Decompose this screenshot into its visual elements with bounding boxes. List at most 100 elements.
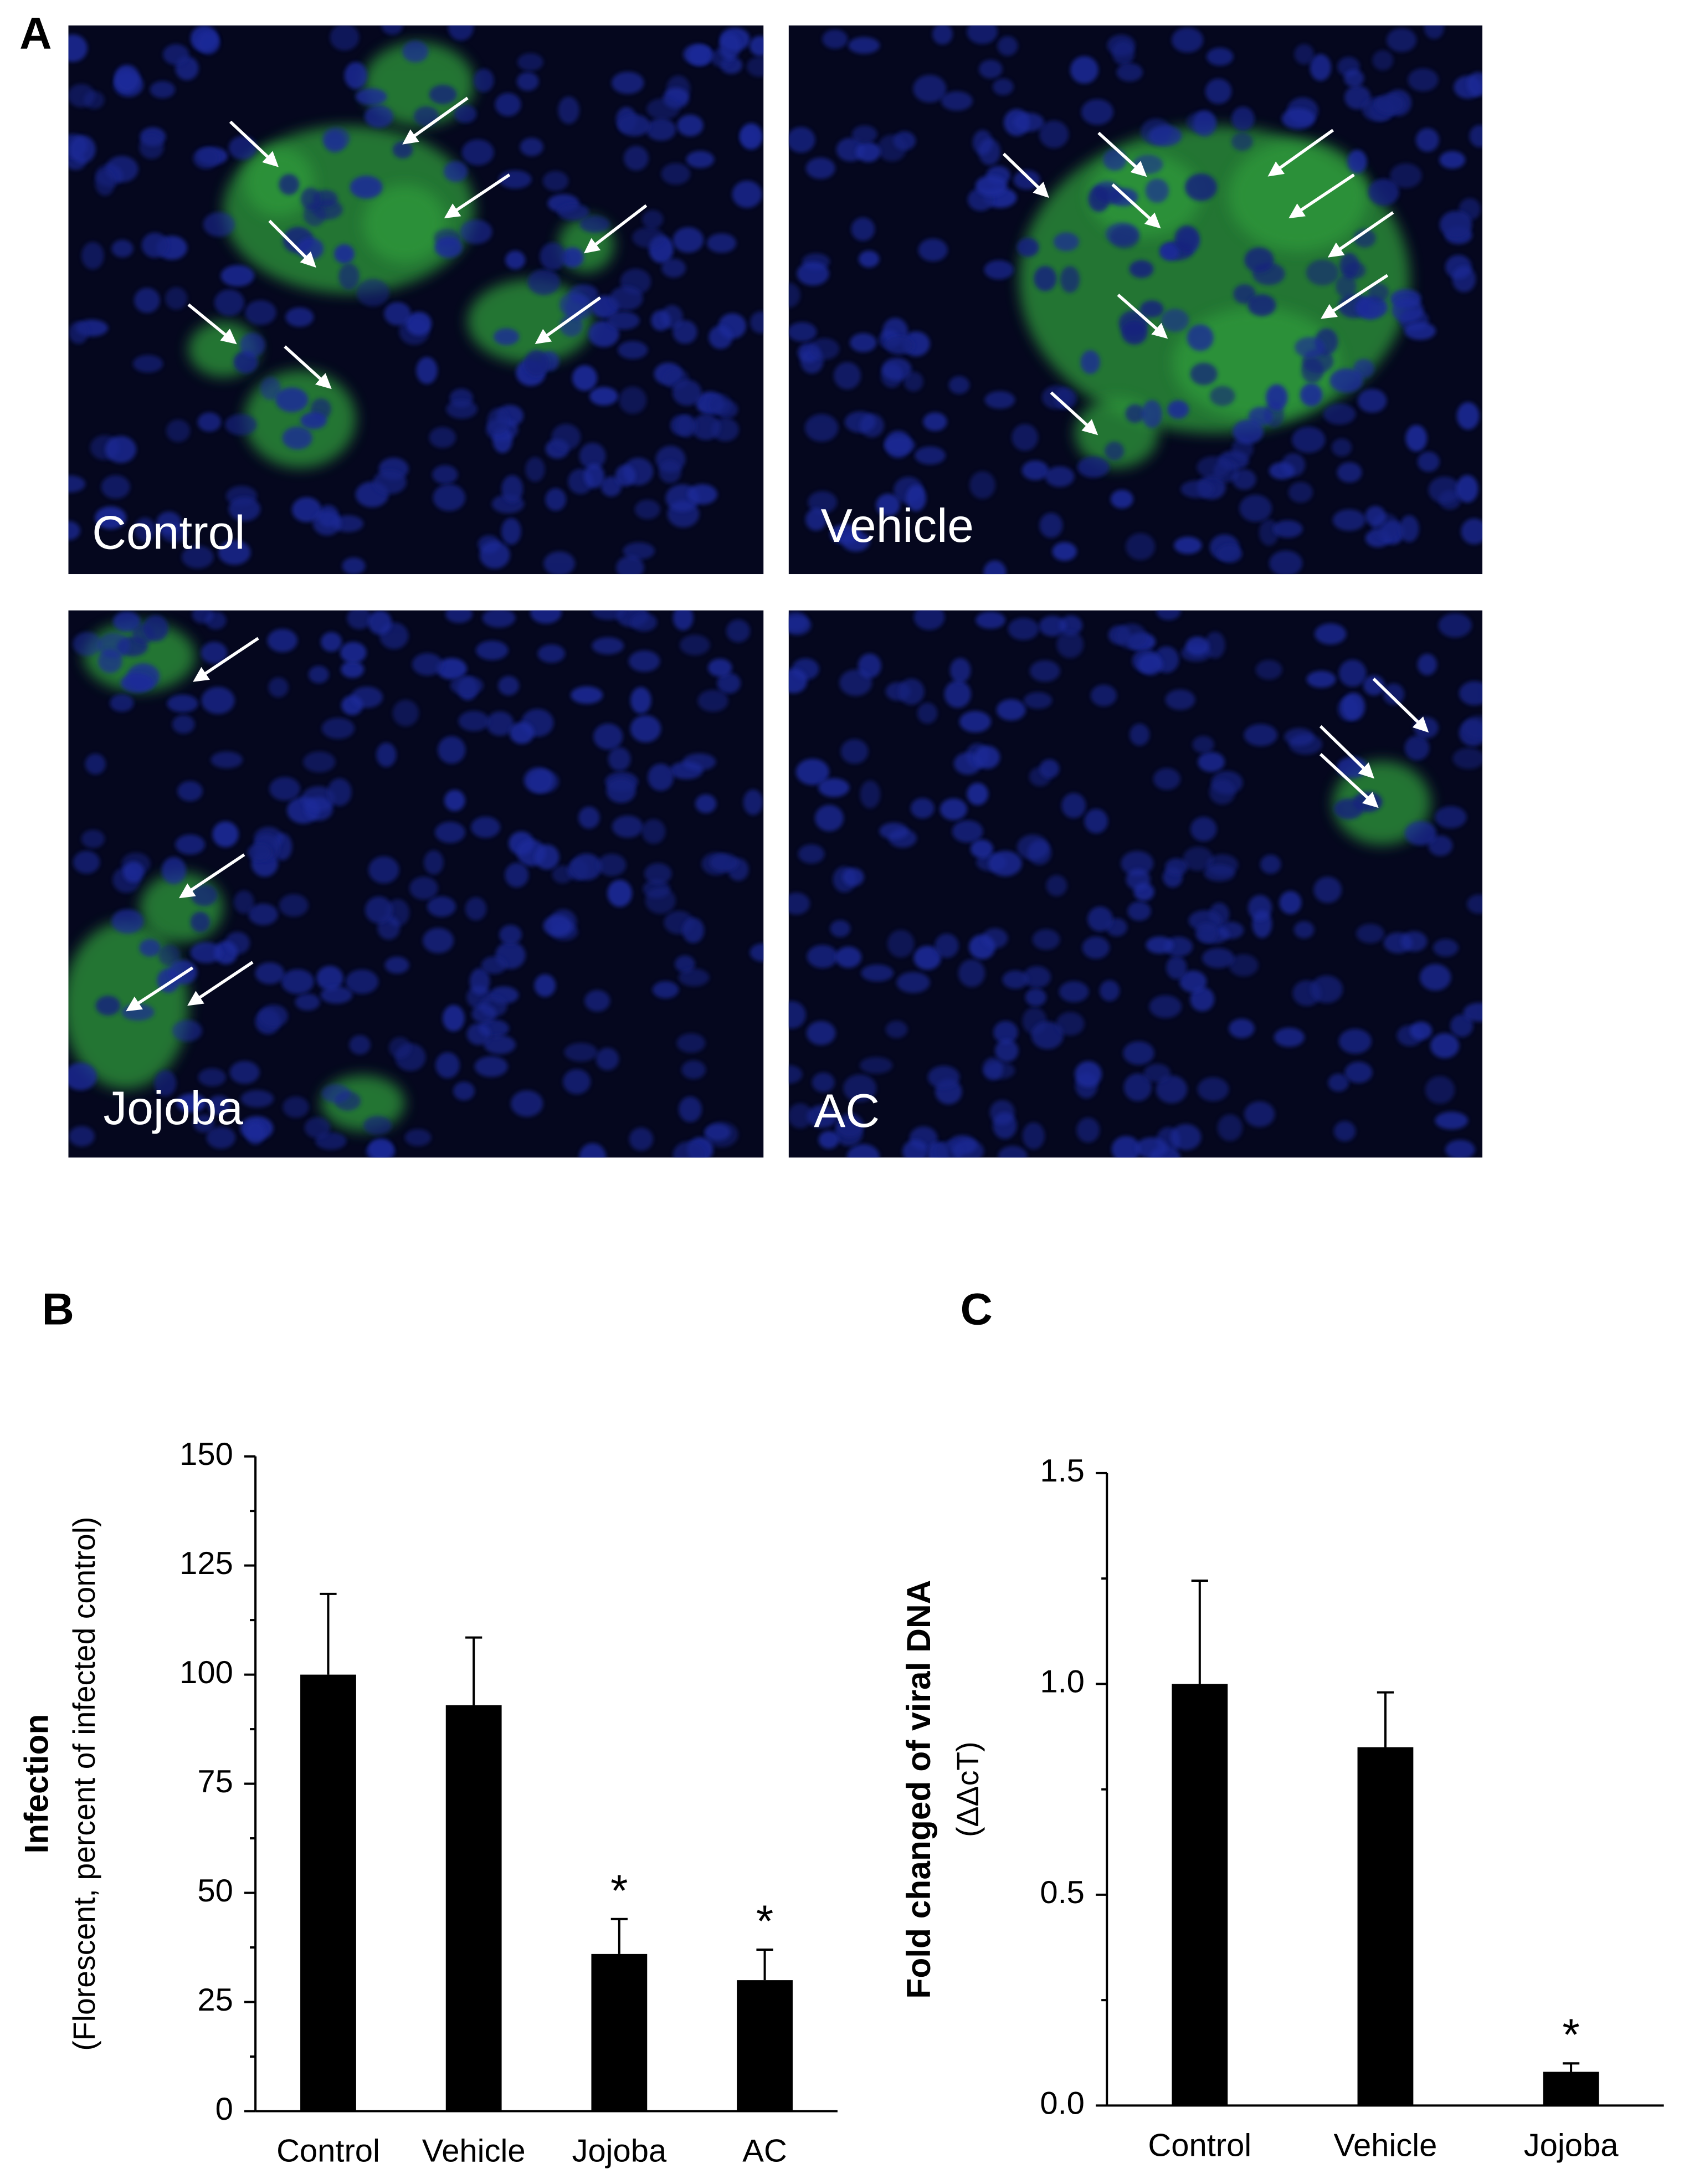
nucleus bbox=[68, 84, 95, 107]
nucleus bbox=[368, 610, 392, 635]
nucleus bbox=[495, 93, 521, 116]
nucleus bbox=[1017, 834, 1049, 860]
nucleus bbox=[1070, 56, 1098, 84]
nucleus bbox=[69, 1126, 95, 1147]
nucleus bbox=[1233, 419, 1264, 444]
nucleus bbox=[1185, 637, 1209, 656]
nucleus bbox=[139, 135, 164, 160]
nucleus bbox=[1195, 922, 1218, 944]
nucleus bbox=[969, 471, 995, 499]
nucleus bbox=[300, 187, 321, 210]
nucleus bbox=[1013, 112, 1044, 132]
nucleus bbox=[846, 1144, 880, 1158]
nucleus bbox=[1207, 48, 1234, 66]
nucleus bbox=[998, 1146, 1028, 1158]
nucleus bbox=[1174, 225, 1199, 252]
nucleus bbox=[268, 677, 289, 698]
nucleus bbox=[239, 332, 265, 357]
nucleus bbox=[342, 557, 366, 575]
nucleus bbox=[1132, 155, 1163, 175]
nucleus bbox=[214, 289, 245, 316]
nucleus bbox=[571, 686, 603, 704]
nucleus bbox=[1039, 616, 1066, 637]
nucleus bbox=[465, 897, 487, 921]
nucleus bbox=[697, 689, 728, 712]
nucleus bbox=[1052, 542, 1077, 561]
nucleus bbox=[906, 485, 926, 511]
nucleus bbox=[661, 305, 683, 329]
nucleus bbox=[691, 414, 721, 440]
nucleus bbox=[1405, 425, 1428, 452]
nucleus bbox=[1372, 50, 1394, 71]
nucleus bbox=[1439, 211, 1472, 239]
y-tick-label: 75 bbox=[197, 1764, 233, 1800]
nucleus bbox=[788, 668, 808, 694]
y-tick-label: 150 bbox=[179, 1437, 233, 1472]
nucleus bbox=[167, 694, 198, 713]
nucleus bbox=[471, 1004, 497, 1024]
nucleus bbox=[1387, 28, 1417, 53]
nucleus bbox=[73, 850, 100, 874]
nucleus bbox=[1031, 1021, 1064, 1049]
nucleus bbox=[1056, 1012, 1085, 1036]
nucleus bbox=[1338, 659, 1367, 687]
arrow bbox=[1002, 152, 1049, 198]
nucleus bbox=[351, 686, 383, 708]
nucleus bbox=[1438, 613, 1472, 638]
nucleus bbox=[974, 745, 1000, 769]
stain bbox=[363, 42, 475, 126]
nucleus bbox=[672, 610, 694, 630]
nucleus bbox=[695, 794, 717, 813]
nucleus bbox=[616, 556, 644, 575]
nucleus bbox=[887, 930, 915, 958]
nucleus bbox=[303, 751, 336, 773]
nucleus bbox=[1306, 670, 1336, 688]
nucleus bbox=[609, 286, 643, 311]
nucleus bbox=[839, 669, 872, 696]
nucleus bbox=[749, 35, 764, 57]
nucleus bbox=[1467, 72, 1483, 97]
nucleus bbox=[719, 33, 741, 60]
nucleus bbox=[454, 105, 477, 124]
nucleus bbox=[424, 850, 444, 875]
nucleus bbox=[683, 43, 713, 65]
nucleus bbox=[338, 263, 360, 290]
nucleus bbox=[1338, 1028, 1372, 1054]
nucleus bbox=[1148, 125, 1182, 146]
nucleus bbox=[899, 678, 925, 705]
nucleus bbox=[1390, 163, 1422, 188]
nucleus bbox=[1104, 442, 1125, 460]
nucleus bbox=[710, 853, 739, 872]
nucleus bbox=[1167, 400, 1189, 419]
nucleus bbox=[1344, 69, 1364, 88]
nucleus bbox=[474, 68, 494, 93]
x-tick-label: Control bbox=[276, 2133, 380, 2168]
nucleus bbox=[1408, 68, 1439, 91]
nucleus bbox=[1190, 817, 1217, 842]
nucleus bbox=[143, 615, 168, 642]
nucleus bbox=[292, 497, 322, 522]
x-tick-label: AC bbox=[742, 2133, 787, 2168]
micrograph: Vehicle bbox=[788, 25, 1483, 575]
arrow bbox=[1288, 173, 1355, 219]
nucleus bbox=[1198, 751, 1225, 772]
nucleus bbox=[1450, 1014, 1474, 1037]
nucleus bbox=[1415, 128, 1439, 152]
nucleus bbox=[134, 517, 156, 542]
nucleus bbox=[1232, 469, 1256, 490]
nucleus bbox=[1463, 1002, 1483, 1022]
nucleus bbox=[255, 962, 285, 985]
nucleus bbox=[1239, 494, 1272, 522]
nucleus bbox=[68, 34, 88, 62]
nucleus bbox=[984, 260, 1014, 280]
nucleus bbox=[672, 1141, 705, 1158]
nucleus bbox=[1190, 987, 1215, 1012]
nucleus bbox=[225, 931, 250, 955]
nucleus bbox=[1146, 936, 1174, 954]
nucleus bbox=[446, 399, 478, 419]
nucleus bbox=[1179, 970, 1207, 993]
nucleus bbox=[501, 475, 523, 503]
nucleus bbox=[193, 147, 219, 169]
nucleus bbox=[1284, 728, 1315, 746]
nucleus bbox=[982, 928, 1008, 949]
